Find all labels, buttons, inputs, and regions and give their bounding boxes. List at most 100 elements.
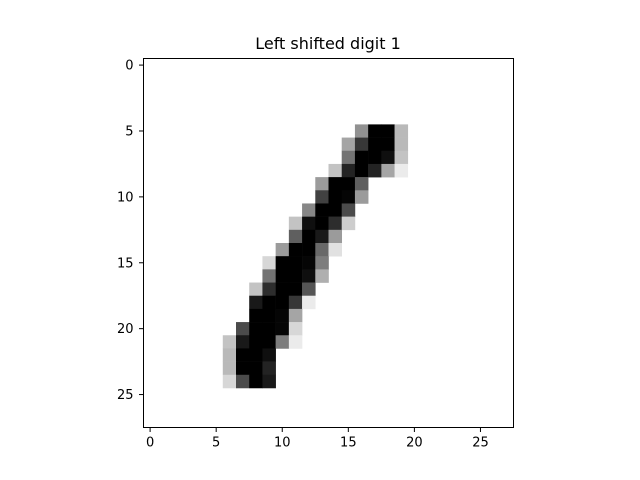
pixel-cell bbox=[302, 282, 316, 297]
pixel-cell bbox=[315, 203, 329, 217]
image-pixels bbox=[222, 124, 409, 389]
pixel-cell bbox=[315, 229, 329, 244]
x-tick-label: 25 bbox=[472, 436, 489, 451]
pixel-cell bbox=[288, 295, 303, 310]
pixel-cell bbox=[262, 256, 276, 270]
pixel-cell bbox=[302, 256, 316, 270]
pixel-cell bbox=[328, 243, 343, 257]
pixel-cell bbox=[368, 124, 382, 138]
pixel-cell bbox=[328, 163, 343, 178]
pixel-cell bbox=[236, 374, 250, 389]
pixel-cell bbox=[341, 163, 356, 178]
pixel-cell bbox=[275, 269, 290, 283]
y-axis: 0 5 10 15 20 25 bbox=[117, 59, 144, 403]
pixel-cell bbox=[381, 137, 395, 152]
x-tick-label: 0 bbox=[146, 436, 154, 451]
pixel-cell bbox=[381, 163, 395, 178]
pixel-cell bbox=[236, 322, 250, 336]
pixel-cell bbox=[394, 137, 409, 152]
pixel-cell bbox=[328, 229, 343, 244]
pixel-cell bbox=[315, 177, 329, 191]
pixel-cell bbox=[302, 269, 316, 283]
pixel-cell bbox=[315, 216, 329, 231]
pixel-cell bbox=[262, 322, 276, 336]
pixel-cell bbox=[288, 256, 303, 270]
pixel-cell bbox=[275, 295, 290, 310]
pixel-cell bbox=[275, 243, 290, 257]
pixel-cell bbox=[354, 177, 369, 191]
pixel-cell bbox=[302, 216, 316, 231]
pixel-cell bbox=[341, 137, 356, 152]
y-tick-label: 5 bbox=[125, 124, 133, 139]
pixel-cell bbox=[328, 216, 343, 231]
pixel-cell bbox=[249, 308, 263, 323]
pixel-cell bbox=[288, 243, 303, 257]
y-tick-label: 25 bbox=[117, 388, 134, 403]
pixel-cell bbox=[275, 256, 290, 270]
pixel-cell bbox=[315, 256, 329, 270]
pixel-cell bbox=[328, 190, 343, 204]
pixel-cell bbox=[328, 177, 343, 191]
pixel-cell bbox=[302, 243, 316, 257]
pixel-cell bbox=[262, 348, 276, 362]
pixel-cell bbox=[315, 269, 329, 283]
pixel-cell bbox=[302, 295, 316, 310]
pixel-cell bbox=[302, 203, 316, 217]
axes-frame bbox=[143, 58, 514, 428]
x-tick-label: 15 bbox=[340, 436, 357, 451]
pixel-cell bbox=[368, 137, 382, 152]
pixel-cell bbox=[328, 203, 343, 217]
pixel-cell bbox=[262, 335, 276, 349]
pixel-cell bbox=[341, 203, 356, 217]
pixel-cell bbox=[275, 335, 290, 349]
x-tick-label: 5 bbox=[212, 436, 220, 451]
pixel-cell bbox=[275, 282, 290, 297]
pixel-cell bbox=[249, 374, 263, 389]
pixel-cell bbox=[288, 282, 303, 297]
pixel-cell bbox=[262, 282, 276, 297]
x-axis: 0 5 10 15 20 25 bbox=[146, 427, 489, 451]
pixel-cell bbox=[381, 150, 395, 165]
pixel-cell bbox=[288, 322, 303, 336]
pixel-cell bbox=[288, 269, 303, 283]
pixel-cell bbox=[249, 361, 263, 376]
pixel-cell bbox=[262, 374, 276, 389]
pixel-cell bbox=[275, 322, 290, 336]
pixel-cell bbox=[315, 190, 329, 204]
pixel-cell bbox=[262, 308, 276, 323]
pixel-cell bbox=[222, 361, 237, 376]
pixel-cell bbox=[288, 216, 303, 231]
pixel-cell bbox=[394, 150, 409, 165]
pixel-cell bbox=[236, 335, 250, 349]
pixel-cell bbox=[288, 308, 303, 323]
pixel-cell bbox=[222, 374, 237, 389]
pixel-cell bbox=[354, 137, 369, 152]
pixel-cell bbox=[354, 163, 369, 178]
pixel-cell bbox=[315, 243, 329, 257]
x-tick-label: 10 bbox=[274, 436, 291, 451]
pixel-cell bbox=[394, 124, 409, 138]
pixel-cell bbox=[249, 322, 263, 336]
pixel-cell bbox=[262, 361, 276, 376]
pixel-cell bbox=[249, 295, 263, 310]
pixel-cell bbox=[341, 216, 356, 231]
pixel-cell bbox=[236, 361, 250, 376]
chart-title: Left shifted digit 1 bbox=[255, 34, 401, 53]
pixel-cell bbox=[354, 124, 369, 138]
pixel-cell bbox=[288, 229, 303, 244]
pixel-cell bbox=[302, 229, 316, 244]
pixel-cell bbox=[222, 335, 237, 349]
pixel-cell bbox=[354, 150, 369, 165]
y-tick-label: 0 bbox=[125, 59, 133, 74]
pixel-cell bbox=[249, 348, 263, 362]
pixel-cell bbox=[288, 335, 303, 349]
x-tick-label: 20 bbox=[406, 436, 423, 451]
y-tick-label: 15 bbox=[117, 256, 134, 271]
pixel-cell bbox=[341, 177, 356, 191]
pixel-cell bbox=[249, 335, 263, 349]
y-tick-label: 10 bbox=[117, 190, 134, 205]
pixel-cell bbox=[394, 163, 409, 178]
pixel-cell bbox=[341, 190, 356, 204]
pixel-cell bbox=[368, 163, 382, 178]
